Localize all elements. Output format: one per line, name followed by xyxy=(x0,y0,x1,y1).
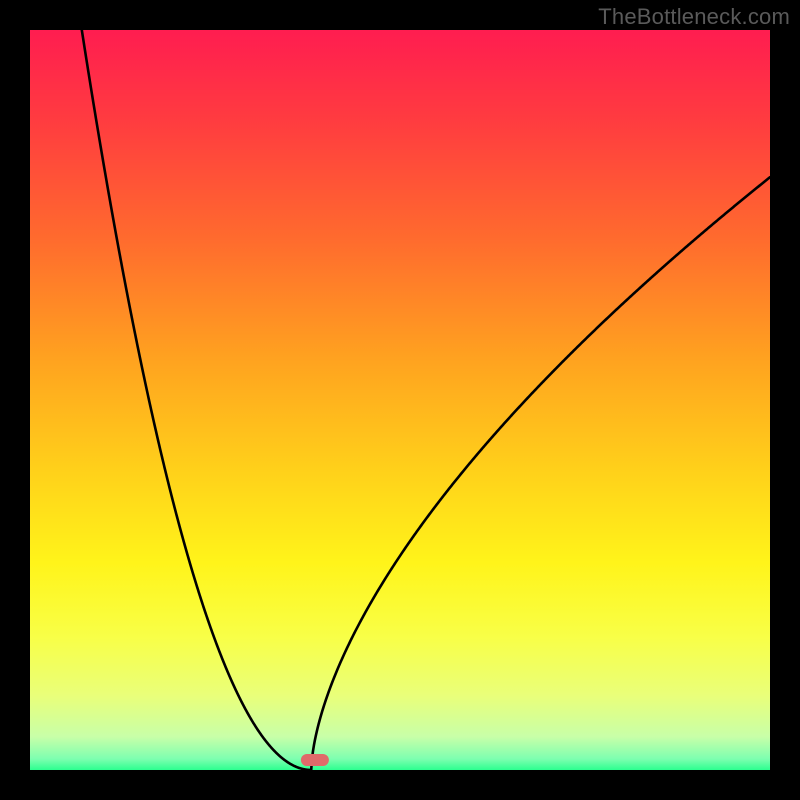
vertex-marker xyxy=(301,754,329,766)
chart-svg xyxy=(0,0,800,800)
watermark-text: TheBottleneck.com xyxy=(598,4,790,30)
chart-stage: TheBottleneck.com xyxy=(0,0,800,800)
plot-background xyxy=(30,30,770,770)
